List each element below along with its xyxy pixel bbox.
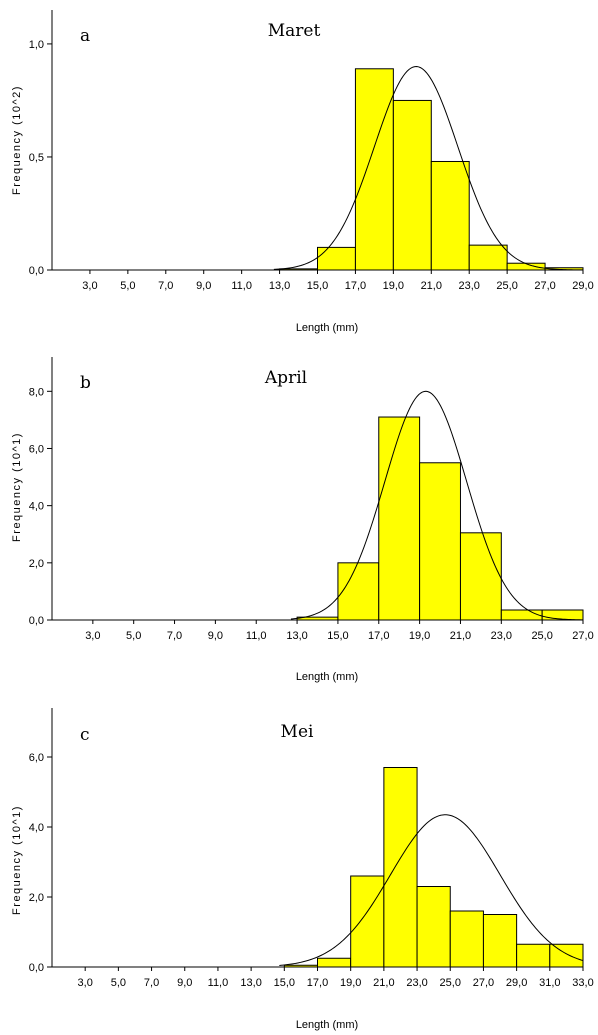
histogram-bar <box>549 943 584 968</box>
x-tick-label: 9,0 <box>208 630 223 642</box>
chart-panel-c: c Mei Frequency (10^1) Length (mm) 0,0 2,… <box>11 708 594 1031</box>
y-axis-label: Frequency (10^1) <box>11 432 23 542</box>
normal-fit-curve <box>279 814 584 966</box>
x-axis-label: Length (mm) <box>296 322 358 334</box>
x-tick-label: 21,0 <box>373 977 394 989</box>
x-tick-label: 23,0 <box>406 977 427 989</box>
histogram-bar <box>350 875 385 968</box>
histogram-bar <box>354 68 394 271</box>
histogram-bar <box>541 609 584 621</box>
x-tick-label: 19,0 <box>409 630 430 642</box>
x-tick-label: 13,0 <box>269 280 290 292</box>
y-tick-label: 8,0 <box>29 386 44 398</box>
chart-panel-b: b April Frequency (10^1) Length (mm) 0,0… <box>11 357 594 683</box>
x-tick-label: 3,0 <box>82 280 97 292</box>
panel-letter: b <box>80 373 91 393</box>
x-tick-label: 27,0 <box>534 280 555 292</box>
x-tick-label: 19,0 <box>383 280 404 292</box>
chart-title: April <box>264 368 307 388</box>
x-tick-label: 27,0 <box>572 630 593 642</box>
y-tick-label: 2,0 <box>29 892 44 904</box>
x-tick-label: 7,0 <box>158 280 173 292</box>
x-tick-label: 13,0 <box>286 630 307 642</box>
y-tick-label: 0,0 <box>29 962 44 974</box>
chart-panel-a: a Maret Frequency (10^2) Length (mm) 0,0… <box>11 10 594 334</box>
histogram-bar <box>500 609 543 621</box>
x-tick-label: 11,0 <box>246 630 267 642</box>
y-tick-label: 4,0 <box>29 501 44 513</box>
x-tick-label: 29,0 <box>572 280 593 292</box>
x-axis-label: Length (mm) <box>296 671 358 683</box>
histogram-bar <box>468 244 508 271</box>
histogram-bar <box>459 532 502 621</box>
histogram-bar <box>482 914 518 968</box>
histogram-bar <box>416 886 451 968</box>
histogram-bar <box>317 246 356 271</box>
x-tick-label: 25,0 <box>496 280 517 292</box>
x-tick-label: 7,0 <box>167 630 182 642</box>
x-tick-label: 19,0 <box>340 977 361 989</box>
x-tick-label: 23,0 <box>459 280 480 292</box>
x-tick-label: 17,0 <box>345 280 366 292</box>
histogram-bar <box>383 767 418 968</box>
x-tick-label: 5,0 <box>120 280 135 292</box>
y-tick-label: 6,0 <box>29 443 44 455</box>
x-tick-label: 11,0 <box>231 280 252 292</box>
x-tick-label: 17,0 <box>307 977 328 989</box>
histogram-bar <box>516 943 551 968</box>
x-tick-label: 3,0 <box>78 977 93 989</box>
y-tick-label: 1,0 <box>29 39 44 51</box>
x-tick-label: 13,0 <box>240 977 261 989</box>
histogram-bar <box>392 99 432 271</box>
x-axis-label: Length (mm) <box>296 1019 358 1031</box>
histogram-bar <box>449 910 484 968</box>
x-tick-label: 29,0 <box>506 977 527 989</box>
x-tick-label: 23,0 <box>491 630 512 642</box>
histogram-bar <box>378 416 421 621</box>
x-tick-label: 5,0 <box>111 977 126 989</box>
x-tick-label: 15,0 <box>327 630 348 642</box>
x-tick-label: 15,0 <box>274 977 295 989</box>
x-tick-label: 33,0 <box>572 977 593 989</box>
y-tick-label: 0,0 <box>29 265 44 277</box>
chart-title: Maret <box>268 21 321 41</box>
x-tick-label: 25,0 <box>531 630 552 642</box>
y-tick-label: 6,0 <box>29 752 44 764</box>
x-tick-label: 9,0 <box>196 280 211 292</box>
normal-fit-curve <box>290 390 584 621</box>
histogram-bar <box>419 462 461 621</box>
x-tick-label: 5,0 <box>126 630 141 642</box>
x-tick-label: 21,0 <box>450 630 471 642</box>
x-tick-label: 17,0 <box>368 630 389 642</box>
histogram-bar <box>430 160 470 271</box>
y-axis-label: Frequency (10^2) <box>11 85 23 195</box>
y-axis-label: Frequency (10^1) <box>11 805 23 915</box>
y-tick-label: 2,0 <box>29 558 44 570</box>
x-tick-label: 3,0 <box>85 630 100 642</box>
x-tick-label: 27,0 <box>473 977 494 989</box>
x-tick-label: 11,0 <box>208 977 229 989</box>
x-tick-label: 15,0 <box>307 280 328 292</box>
panel-letter: a <box>80 26 90 46</box>
x-tick-label: 21,0 <box>421 280 442 292</box>
y-tick-label: 0,5 <box>29 152 44 164</box>
normal-fit-curve <box>273 66 584 271</box>
histogram-bar <box>506 262 546 271</box>
y-tick-label: 4,0 <box>29 822 44 834</box>
y-tick-label: 0,0 <box>29 615 44 627</box>
chart-title: Mei <box>281 722 314 742</box>
histogram-bar <box>317 957 352 968</box>
x-tick-label: 7,0 <box>144 977 159 989</box>
x-tick-label: 25,0 <box>440 977 461 989</box>
x-tick-label: 9,0 <box>177 977 192 989</box>
x-tick-label: 31,0 <box>539 977 560 989</box>
panel-letter: c <box>80 725 90 745</box>
histogram-bar <box>337 562 380 621</box>
